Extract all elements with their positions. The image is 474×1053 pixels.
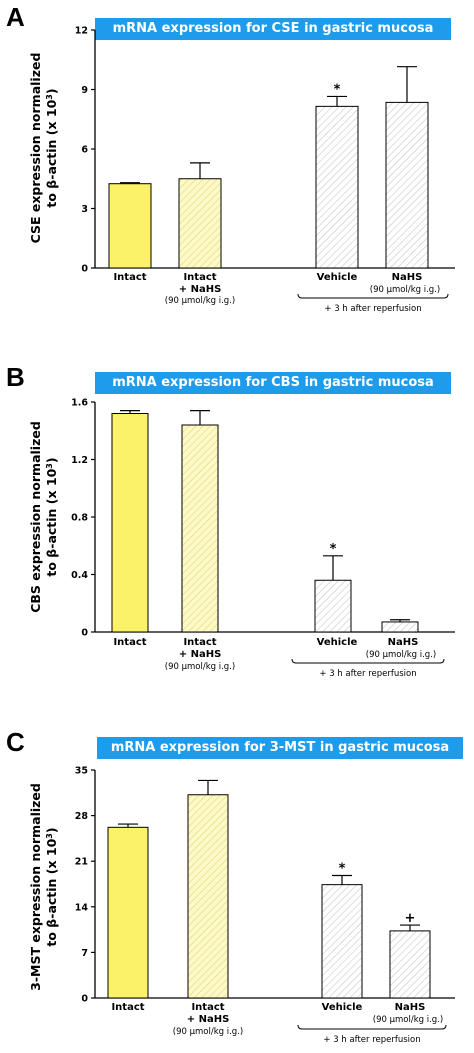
plot-area: 0 3 6 9 12 * — [75, 26, 455, 275]
y-axis-label-line1: CSE expression normalized — [28, 53, 43, 244]
bar — [389, 930, 431, 999]
bar — [111, 413, 149, 633]
bar — [108, 183, 152, 269]
bar — [315, 105, 359, 269]
y-tick-label: 35 — [75, 766, 88, 777]
y-tick-label: 0 — [81, 994, 88, 1005]
dose-label: (90 µmol/kg i.g.) — [370, 285, 440, 295]
significance-mark: * — [330, 542, 337, 557]
y-axis-label-line1: CBS expression normalized — [28, 421, 43, 613]
y-tick-label: 6 — [81, 145, 88, 156]
bar — [321, 884, 363, 999]
panel-a: A mRNA expression for CSE in gastric muc… — [0, 0, 474, 320]
bar — [178, 178, 222, 269]
panel-label: C — [6, 727, 25, 757]
bar-chart: CSE expression normalized to β-actin (x … — [28, 26, 455, 314]
category-label-vehicle: Vehicle — [322, 1002, 363, 1013]
dose-label: (90 µmol/kg i.g.) — [165, 662, 235, 672]
category-label-intact-nahs-line2: + NaHS — [187, 1014, 230, 1025]
y-axis-label-line2: to β-actin (x 103) — [44, 457, 59, 576]
y-axis-label-line2: to β-actin (x 103) — [44, 827, 59, 946]
category-label-intact: Intact — [111, 1002, 144, 1013]
category-label-intact-nahs-line2: + NaHS — [179, 649, 222, 660]
bar-chart: CBS expression normalized to β-actin (x … — [28, 398, 455, 679]
y-tick-label: 28 — [75, 811, 89, 822]
bar — [385, 101, 429, 269]
significance-mark: + — [405, 911, 416, 926]
group-label: + 3 h after reperfusion — [319, 669, 416, 679]
y-tick-label: 0 — [81, 264, 88, 275]
bar-chart: 3-MST expression normalized to β-actin (… — [28, 766, 455, 1045]
chart-title: mRNA expression for 3-MST in gastric muc… — [97, 737, 463, 759]
bar — [314, 579, 352, 633]
dose-label: (90 µmol/kg i.g.) — [373, 1015, 443, 1025]
group-bracket — [297, 293, 449, 299]
category-label-vehicle: Vehicle — [317, 272, 358, 283]
y-axis-label-line2: to β-actin (x 103) — [44, 88, 59, 207]
y-tick-label: 1.2 — [71, 455, 88, 466]
plot-area: 0 7 14 21 28 35 * + — [75, 766, 455, 1005]
y-tick-label: 9 — [81, 85, 88, 96]
y-tick-label: 3 — [81, 204, 88, 215]
panel-c: C mRNA expression for 3-MST in gastric m… — [0, 725, 474, 1053]
group-label: + 3 h after reperfusion — [324, 304, 421, 314]
y-tick-label: 1.6 — [71, 398, 88, 409]
panel-label: B — [6, 362, 25, 392]
significance-mark: * — [339, 862, 346, 877]
bar — [107, 826, 149, 999]
y-tick-label: 21 — [75, 857, 88, 868]
category-label-intact-nahs-line1: Intact — [183, 272, 216, 283]
significance-mark: * — [334, 82, 341, 97]
category-label-nahs: NaHS — [388, 637, 419, 648]
dose-label: (90 µmol/kg i.g.) — [173, 1027, 243, 1037]
bar — [181, 424, 219, 633]
y-tick-label: 0.4 — [71, 570, 88, 581]
category-label-intact-nahs-line1: Intact — [183, 637, 216, 648]
group-bracket — [297, 1024, 447, 1030]
y-tick-label: 0.8 — [71, 513, 88, 524]
panel-label: A — [6, 2, 25, 32]
plot-area: 0 0.4 0.8 1.2 1.6 * — [71, 398, 455, 639]
chart-title: mRNA expression for CSE in gastric mucos… — [95, 18, 451, 40]
dose-label: (90 µmol/kg i.g.) — [366, 650, 436, 660]
category-label-vehicle: Vehicle — [317, 637, 358, 648]
y-tick-label: 12 — [75, 26, 88, 37]
y-tick-label: 7 — [81, 948, 88, 959]
category-label-intact-nahs-line1: Intact — [191, 1002, 224, 1013]
category-label-nahs: NaHS — [392, 272, 423, 283]
y-tick-label: 14 — [75, 902, 89, 913]
chart-title: mRNA expression for CBS in gastric mucos… — [95, 372, 451, 394]
panel-b: B mRNA expression for CBS in gastric muc… — [0, 360, 474, 690]
category-label-intact-nahs-line2: + NaHS — [179, 284, 222, 295]
category-label-nahs: NaHS — [395, 1002, 426, 1013]
bar — [381, 621, 419, 633]
group-bracket — [291, 658, 445, 664]
y-axis-label-line1: 3-MST expression normalized — [28, 783, 43, 991]
dose-label: (90 µmol/kg i.g.) — [165, 296, 235, 306]
group-label: + 3 h after reperfusion — [323, 1035, 420, 1045]
bar — [187, 794, 229, 999]
y-tick-label: 0 — [81, 628, 88, 639]
category-label-intact: Intact — [113, 637, 146, 648]
category-label-intact: Intact — [113, 272, 146, 283]
